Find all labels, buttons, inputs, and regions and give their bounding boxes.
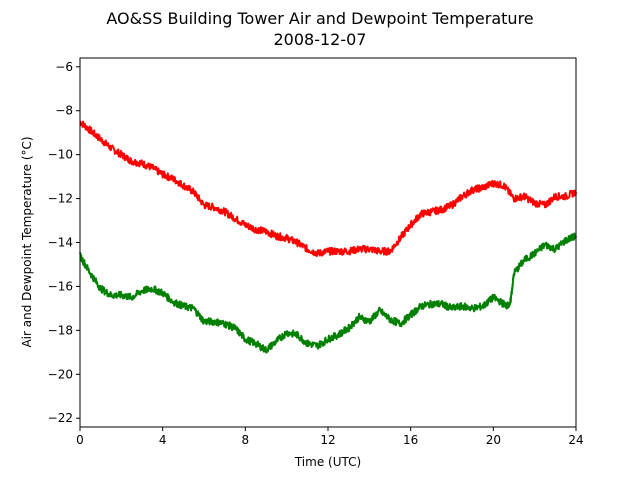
chart-subtitle: 2008-12-07 <box>274 30 367 49</box>
y-tick-label: −10 <box>48 148 73 162</box>
x-tick-label: 20 <box>486 433 501 447</box>
y-tick-label: −8 <box>55 104 73 118</box>
y-axis-label: Air and Dewpoint Temperature (°C) <box>20 136 34 347</box>
x-axis-label: Time (UTC) <box>294 455 361 469</box>
x-axis-ticks: 0 4 8 12 16 20 24 <box>76 427 584 447</box>
series-line-1 <box>79 232 577 354</box>
chart-title: AO&SS Building Tower Air and Dewpoint Te… <box>106 9 533 28</box>
y-tick-label: −6 <box>55 60 73 74</box>
y-tick-label: −16 <box>48 279 73 293</box>
x-tick-label: 12 <box>320 433 335 447</box>
y-tick-label: −12 <box>48 192 73 206</box>
series-line-0 <box>79 120 577 258</box>
y-axis-ticks: −22 −20 −18 −16 −14 −12 −10 −8 −6 <box>48 60 80 425</box>
y-tick-label: −18 <box>48 323 73 337</box>
y-tick-label: −14 <box>48 236 73 250</box>
x-tick-label: 4 <box>159 433 167 447</box>
y-tick-label: −20 <box>48 367 73 381</box>
x-tick-label: 8 <box>242 433 250 447</box>
x-tick-label: 16 <box>403 433 418 447</box>
x-tick-label: 24 <box>568 433 583 447</box>
series-layer <box>79 120 577 354</box>
plot-frame <box>79 57 577 428</box>
x-tick-label: 0 <box>76 433 84 447</box>
y-tick-label: −22 <box>48 411 73 425</box>
